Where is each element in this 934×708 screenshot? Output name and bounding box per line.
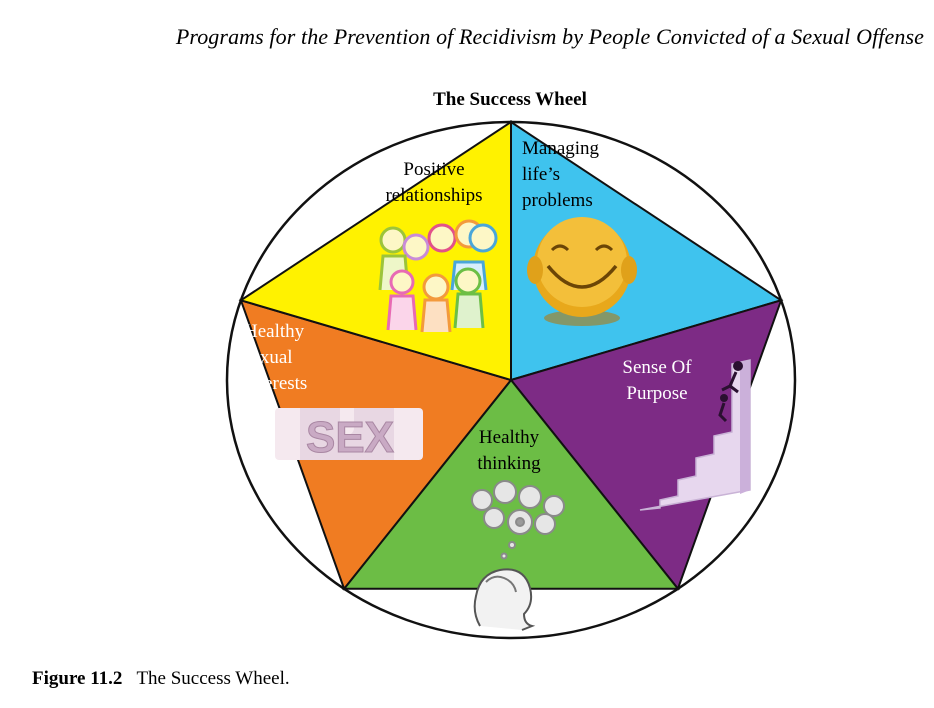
thinking-head-icon bbox=[471, 480, 565, 631]
diagram-title: The Success Wheel bbox=[433, 89, 587, 110]
puzzle-word: SEX bbox=[306, 413, 394, 462]
puzzle-sex-icon: SEX bbox=[275, 408, 423, 463]
wheel-outline bbox=[225, 120, 797, 640]
segment-label-purpose: Sense Of Purpose bbox=[622, 357, 692, 404]
segment-label-line: problems bbox=[522, 190, 593, 211]
segment-label-thinking: Healthy thinking bbox=[477, 427, 541, 474]
segment-label-line: Positive bbox=[403, 159, 464, 180]
segment-label-managing: Managing life’s problems bbox=[522, 138, 600, 211]
segment-label-line: thinking bbox=[477, 453, 541, 474]
segment-label-line: relationships bbox=[385, 185, 482, 206]
figure-number: Figure 11.2 bbox=[32, 668, 123, 689]
smiley-face-icon bbox=[527, 217, 637, 326]
segment-label-relationships: Positive relationships bbox=[385, 159, 482, 206]
caption-text: The Success Wheel. bbox=[136, 668, 290, 689]
segment-label-line: Sense Of bbox=[622, 357, 692, 378]
segment-label-sexual: Healthy sexual interests bbox=[244, 321, 307, 394]
segment-label-line: Managing bbox=[522, 138, 600, 159]
running-head: Programs for the Prevention of Recidivis… bbox=[175, 24, 924, 49]
segment-label-line: Purpose bbox=[626, 383, 687, 404]
segment-label-line: life’s bbox=[522, 164, 560, 185]
climbing-stairs-icon bbox=[639, 359, 751, 511]
success-wheel: SEX Managing life’s problems Sense Of Purpos… bbox=[225, 120, 797, 640]
segment-label-line: sexual bbox=[244, 347, 293, 368]
figure-caption: Figure 11.2 The Success Wheel. bbox=[32, 668, 290, 690]
segment-label-line: Healthy bbox=[244, 321, 305, 342]
group-of-people-icon bbox=[378, 219, 498, 333]
segment-label-line: interests bbox=[244, 373, 307, 394]
segment-label-line: Healthy bbox=[479, 427, 540, 448]
